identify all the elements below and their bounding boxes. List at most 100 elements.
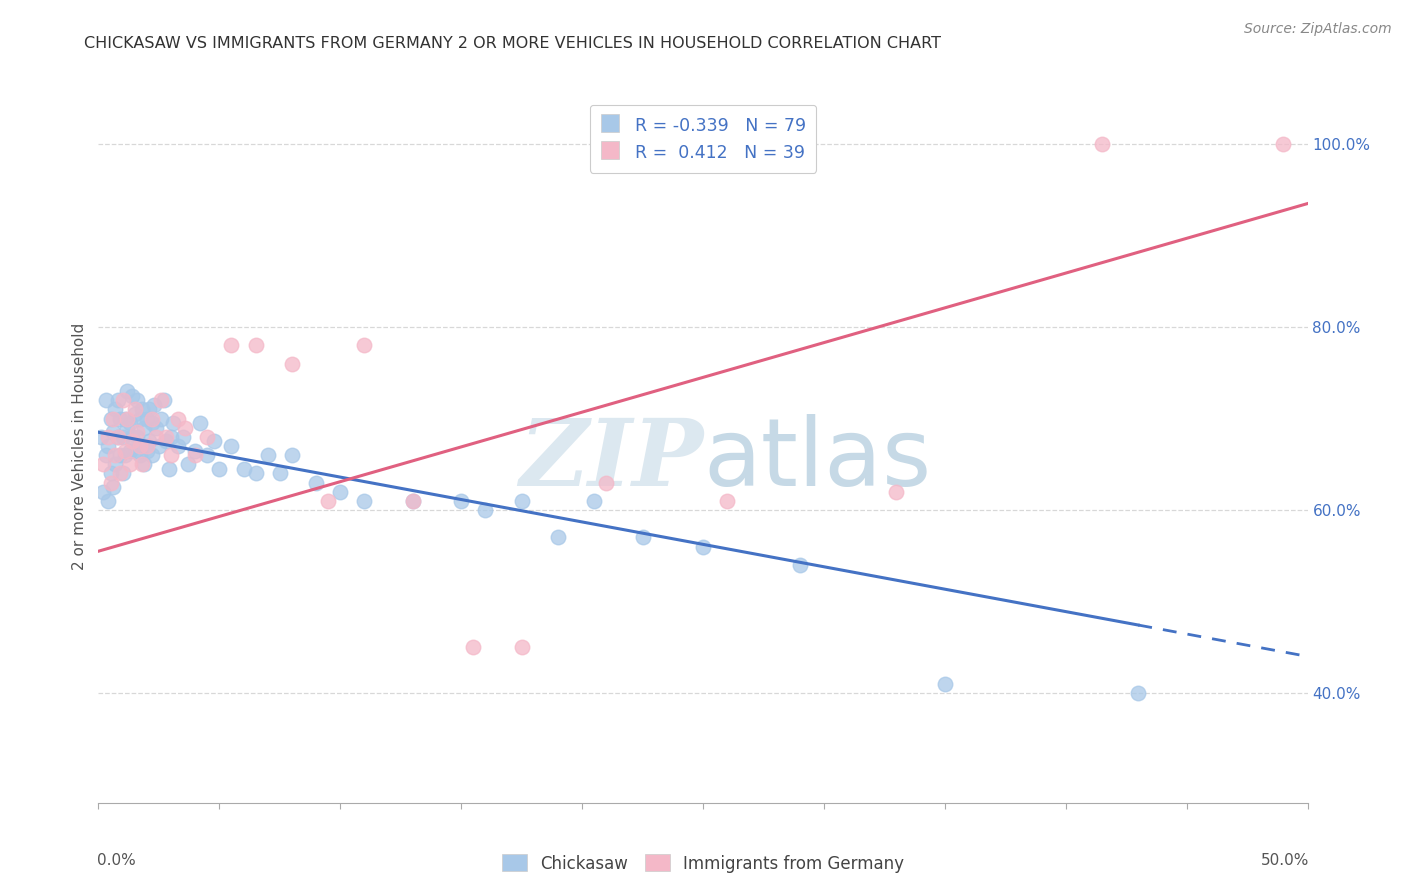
Point [547,531,569,545]
Point [353,338,375,352]
Point [97,494,120,508]
Point [128,439,150,453]
Point [117,420,139,434]
Point [128,448,150,462]
Point [155,430,177,444]
Point [195,430,218,444]
Point [114,443,136,458]
Point [281,448,304,462]
Point [111,467,134,481]
Point [145,420,167,434]
Point [100,475,122,490]
Point [184,448,207,462]
Point [131,402,153,417]
Point [101,480,124,494]
Point [135,439,157,453]
Point [510,494,533,508]
Point [148,439,170,453]
Point [104,448,127,462]
Point [221,338,243,352]
Point [510,640,533,655]
Point [305,475,328,490]
Text: atlas: atlas [703,414,931,507]
Point [135,411,157,425]
Point [114,411,136,425]
Point [138,402,160,417]
Point [111,430,134,444]
Point [188,416,211,430]
Point [329,484,352,499]
Point [108,448,131,462]
Point [141,416,163,430]
Point [145,430,167,444]
Point [111,393,134,408]
Point [127,430,149,444]
Point [208,462,231,476]
Point [716,494,738,508]
Point [157,462,180,476]
Point [104,402,127,417]
Point [128,411,150,425]
Point [1128,686,1150,700]
Point [141,411,163,425]
Point [97,439,120,453]
Point [100,411,122,425]
Point [90,430,112,444]
Point [104,458,127,472]
Point [108,411,131,425]
Point [91,458,114,472]
Point [134,458,156,472]
Point [118,443,141,458]
Point [107,430,129,444]
Point [107,393,129,408]
Point [402,494,425,508]
Point [160,448,183,462]
Y-axis label: 2 or more Vehicles in Household: 2 or more Vehicles in Household [72,322,87,570]
Point [94,393,117,408]
Point [450,494,472,508]
Point [127,425,149,440]
Point [463,640,485,655]
Point [101,411,124,425]
Point [204,434,226,449]
Point [118,416,141,430]
Point [143,398,166,412]
Point [124,443,146,458]
Point [108,467,131,481]
Legend: Chickasaw, Immigrants from Germany: Chickasaw, Immigrants from Germany [495,847,911,880]
Point [117,411,139,425]
Point [316,494,339,508]
Point [150,411,173,425]
Point [245,467,267,481]
Point [134,420,156,434]
Point [155,434,177,449]
Point [886,484,908,499]
Point [127,393,149,408]
Point [118,458,141,472]
Legend: R = -0.339   N = 79, R =  0.412   N = 39: R = -0.339 N = 79, R = 0.412 N = 39 [589,105,817,173]
Point [184,443,207,458]
Point [121,434,143,449]
Point [1091,137,1114,152]
Point [131,439,153,453]
Point [141,448,163,462]
Point [152,393,174,408]
Point [150,393,173,408]
Point [124,402,146,417]
Point [100,467,122,481]
Point [121,430,143,444]
Point [583,494,606,508]
Point [631,531,654,545]
Point [160,430,183,444]
Text: Source: ZipAtlas.com: Source: ZipAtlas.com [1244,22,1392,37]
Point [107,430,129,444]
Text: CHICKASAW VS IMMIGRANTS FROM GERMANY 2 OR MORE VEHICLES IN HOUSEHOLD CORRELATION: CHICKASAW VS IMMIGRANTS FROM GERMANY 2 O… [84,36,942,51]
Point [595,475,617,490]
Point [269,467,291,481]
Point [124,407,146,421]
Point [256,448,278,462]
Point [934,677,956,691]
Point [167,411,190,425]
Point [353,494,375,508]
Point [221,439,243,453]
